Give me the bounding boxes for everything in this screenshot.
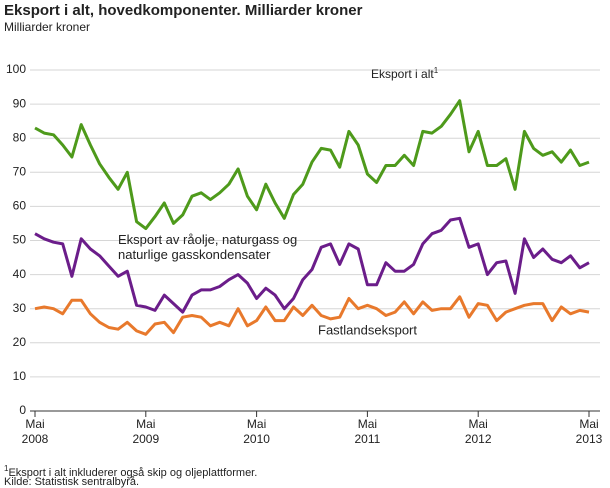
x-tick-label: Mai 2009 (132, 417, 160, 446)
x-tick-label: Mai 2011 (354, 417, 381, 446)
y-tick-label: 100 (6, 62, 26, 76)
y-tick-label: 0 (19, 403, 26, 417)
footnote: 1Eksport i alt inkluderer også skip og o… (4, 464, 257, 479)
footnote-mark: 1 (434, 66, 439, 75)
x-tick-label: Mai 2012 (464, 417, 492, 446)
y-axis-label: Milliarder kroner (4, 20, 90, 34)
y-tick-label: 60 (13, 199, 27, 213)
y-tick-label: 90 (13, 96, 27, 110)
y-tick-label: 40 (13, 267, 27, 281)
x-tick-label: Mai 2008 (21, 417, 49, 446)
x-tick-label: Mai 2010 (243, 417, 270, 446)
series-label: Eksport av råolje, naturgass og naturlig… (118, 232, 298, 262)
series-line (34, 216, 590, 314)
x-tick-label: Mai 2013 (575, 417, 603, 446)
footnote-mark: 1 (4, 464, 9, 473)
y-tick-label: 80 (13, 130, 27, 144)
series-line (34, 99, 590, 231)
y-tick-label: 20 (13, 335, 27, 349)
y-tick-label: 30 (13, 301, 27, 315)
series-line (34, 295, 590, 336)
series-name: Eksport i alt (371, 67, 434, 81)
y-tick-label: 50 (13, 233, 27, 247)
footnote-text: Eksport i alt inkluderer også skip og ol… (8, 467, 257, 479)
y-tick-label: 70 (13, 164, 27, 178)
series-label: Fastlandseksport (318, 322, 417, 337)
source: Kilde: Statistisk sentralbyrå. (4, 476, 139, 488)
series-label: Eksport i alt1 (371, 66, 439, 81)
y-tick-label: 10 (13, 369, 27, 383)
chart-title: Eksport i alt, hovedkomponenter. Milliar… (4, 2, 363, 19)
